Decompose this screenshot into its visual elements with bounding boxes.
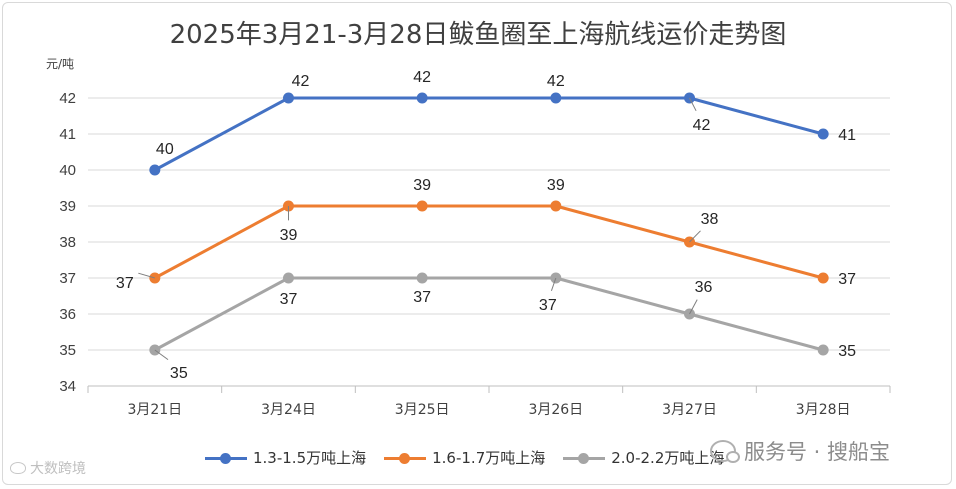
legend-swatch-series-2 xyxy=(384,452,427,464)
y-tick-label: 35 xyxy=(59,342,76,359)
series-line-3 xyxy=(154,276,824,352)
data-label: 42 xyxy=(292,73,310,90)
data-label: 37 xyxy=(280,291,298,308)
watermark-left-text: 大数跨境 xyxy=(30,461,86,477)
watermark-left: 大数跨境 xyxy=(10,458,86,478)
y-tick-label: 41 xyxy=(59,126,76,143)
data-label-leader xyxy=(689,97,697,112)
data-label-leader xyxy=(689,230,701,243)
data-label: 36 xyxy=(695,279,713,296)
legend-item-series-2: 1.6-1.7万吨上海 xyxy=(384,447,545,468)
legend-item-series-1: 1.3-1.5万吨上海 xyxy=(205,447,366,468)
watermark-right: 服务号 · 搜船宝 xyxy=(710,436,890,466)
x-tick-label: 3月26日 xyxy=(528,402,583,418)
data-label: 37 xyxy=(413,289,431,306)
y-tick-label: 36 xyxy=(59,306,76,323)
data-label: 39 xyxy=(547,177,565,194)
chart-title: 2025年3月21-3月28日鲅鱼圈至上海航线运价走势图 xyxy=(169,20,787,50)
wechat-icon xyxy=(710,440,740,463)
legend-swatch-series-3 xyxy=(563,452,606,464)
data-label-leader xyxy=(689,299,698,315)
series-line-2 xyxy=(154,204,824,280)
x-tick-label: 3月28日 xyxy=(796,402,851,418)
data-point xyxy=(817,344,829,356)
data-point xyxy=(149,164,161,176)
x-tick-label: 3月24日 xyxy=(261,402,316,418)
data-point xyxy=(817,128,829,140)
data-point xyxy=(283,92,294,104)
data-label-leader xyxy=(154,349,169,361)
data-label: 37 xyxy=(116,275,134,292)
data-label-leader xyxy=(550,277,557,291)
data-point xyxy=(283,272,294,284)
legend-label-series-1: 1.3-1.5万吨上海 xyxy=(253,449,367,467)
data-label: 35 xyxy=(838,343,856,360)
data-label: 42 xyxy=(693,117,711,134)
data-point xyxy=(416,272,428,284)
data-point xyxy=(416,200,428,212)
data-point xyxy=(416,92,428,104)
data-label: 40 xyxy=(156,141,174,158)
data-label-leader xyxy=(138,272,155,279)
y-tick-label: 34 xyxy=(59,378,76,395)
watermark-right-text: 服务号 · 搜船宝 xyxy=(744,440,891,464)
data-point xyxy=(550,200,562,212)
data-label: 37 xyxy=(838,271,856,288)
y-tick-label: 39 xyxy=(59,198,76,215)
legend-swatch-series-1 xyxy=(205,452,247,464)
data-point xyxy=(550,92,562,104)
y-axis-label: 元/吨 xyxy=(46,57,74,71)
data-point xyxy=(817,272,829,284)
legend-label-series-3: 2.0-2.2万吨上海 xyxy=(611,449,725,467)
x-tick-label: 3月27日 xyxy=(662,402,717,418)
data-label: 35 xyxy=(170,365,188,382)
weibo-icon xyxy=(10,462,26,474)
x-tick-label: 3月21日 xyxy=(127,402,182,418)
data-label: 39 xyxy=(413,177,431,194)
x-tick-label: 3月25日 xyxy=(395,402,450,418)
data-label: 42 xyxy=(413,69,431,86)
data-label: 38 xyxy=(701,211,719,228)
data-label: 42 xyxy=(547,73,565,90)
series-line-1 xyxy=(154,96,824,172)
legend-label-series-2: 1.6-1.7万吨上海 xyxy=(432,449,546,467)
data-label: 37 xyxy=(539,297,557,314)
y-tick-label: 42 xyxy=(59,90,76,107)
data-label: 39 xyxy=(280,227,298,244)
y-tick-label: 38 xyxy=(59,234,76,251)
data-label: 41 xyxy=(838,127,856,144)
legend-item-series-3: 2.0-2.2万吨上海 xyxy=(563,447,724,468)
y-tick-label: 40 xyxy=(59,162,76,179)
y-tick-label: 37 xyxy=(59,270,76,287)
chart-legend: 1.3-1.5万吨上海 1.6-1.7万吨上海 2.0-2.2万吨上海 xyxy=(205,447,724,468)
